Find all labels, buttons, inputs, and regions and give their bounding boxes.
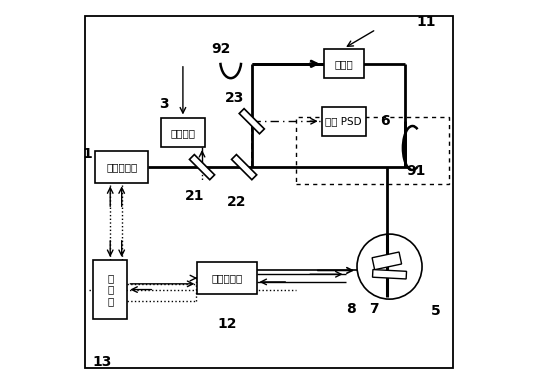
Bar — [322, 107, 366, 136]
Text: 91: 91 — [407, 164, 426, 178]
Bar — [95, 151, 148, 184]
Text: 3: 3 — [159, 97, 168, 111]
Bar — [296, 118, 449, 184]
Text: 21: 21 — [185, 189, 204, 203]
Bar — [161, 118, 205, 147]
Text: 8: 8 — [346, 302, 356, 316]
Text: 6: 6 — [380, 114, 390, 128]
Polygon shape — [231, 154, 257, 180]
Polygon shape — [239, 109, 264, 134]
Text: 23: 23 — [225, 91, 244, 105]
Polygon shape — [372, 270, 407, 279]
Polygon shape — [372, 252, 401, 270]
Text: 1: 1 — [82, 147, 92, 161]
Text: 计
算
机: 计 算 机 — [107, 273, 114, 306]
Bar — [93, 260, 128, 319]
Text: 二维 PSD: 二维 PSD — [325, 116, 362, 126]
Text: 光功率计: 光功率计 — [171, 128, 195, 138]
Text: 光谱仪: 光谱仪 — [334, 59, 353, 69]
Text: 11: 11 — [416, 15, 436, 29]
Text: 22: 22 — [226, 195, 246, 209]
Text: 12: 12 — [217, 317, 237, 331]
Text: 宽光谱光源: 宽光谱光源 — [106, 162, 137, 172]
Text: 13: 13 — [93, 355, 112, 369]
Polygon shape — [189, 154, 215, 180]
Bar — [323, 50, 364, 78]
Text: 5: 5 — [430, 304, 440, 318]
Text: 92: 92 — [211, 41, 231, 56]
Bar — [197, 262, 257, 295]
Text: 平台控制器: 平台控制器 — [211, 273, 243, 283]
Text: 7: 7 — [370, 302, 379, 316]
